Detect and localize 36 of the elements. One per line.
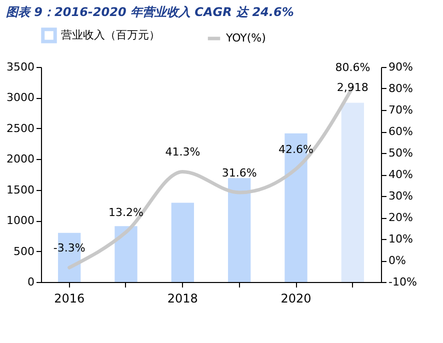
- y2-tick-label: 50%: [388, 146, 413, 160]
- y-tick-label: 1000: [6, 214, 34, 228]
- bar: [114, 226, 138, 282]
- data-label: 42.6%: [278, 142, 314, 156]
- bar: [341, 102, 364, 282]
- y-tick-label: 3000: [6, 91, 34, 104]
- data-label: -3.3%: [53, 242, 86, 255]
- y-tick-label: 3500: [6, 60, 34, 74]
- x-tick-label: 2018: [167, 292, 198, 306]
- y2-tick-label: -10%: [388, 276, 417, 288]
- y2-tick-label: 30%: [388, 190, 413, 202]
- data-label: 13.2%: [108, 206, 144, 220]
- chart-title: 图表 9：2016-2020 年营业收入 CAGR 达 24.6%: [6, 5, 294, 19]
- legend-label: 营业收入（百万元）: [61, 28, 160, 42]
- data-label: 41.3%: [165, 146, 200, 159]
- y2-tick-label: 70%: [388, 104, 413, 116]
- bar: [228, 178, 251, 282]
- y2-tick-label: 60%: [388, 125, 413, 138]
- y2-tick-label: 0%: [388, 254, 406, 267]
- y-tick-label: 2000: [6, 152, 34, 166]
- data-label: 80.6%: [335, 61, 370, 74]
- data-label: 31.6%: [222, 166, 257, 180]
- y2-tick-label: 40%: [388, 168, 413, 181]
- y-tick-label: 2500: [6, 122, 34, 135]
- x-tick-label: 2016: [54, 292, 85, 306]
- y2-tick-label: 80%: [388, 82, 413, 95]
- y-tick-label: 500: [14, 244, 34, 258]
- bar: [171, 202, 194, 282]
- x-tick-label: 2020: [280, 292, 312, 306]
- legend-label: YOY(%): [225, 32, 266, 44]
- data-label: 2,918: [336, 80, 368, 94]
- y2-tick-label: 20%: [388, 211, 413, 224]
- y-tick-label: 0: [28, 276, 34, 288]
- y-tick-label: 1500: [6, 183, 34, 196]
- y2-tick-label: 10%: [388, 232, 413, 246]
- y2-tick-label: 90%: [388, 60, 413, 74]
